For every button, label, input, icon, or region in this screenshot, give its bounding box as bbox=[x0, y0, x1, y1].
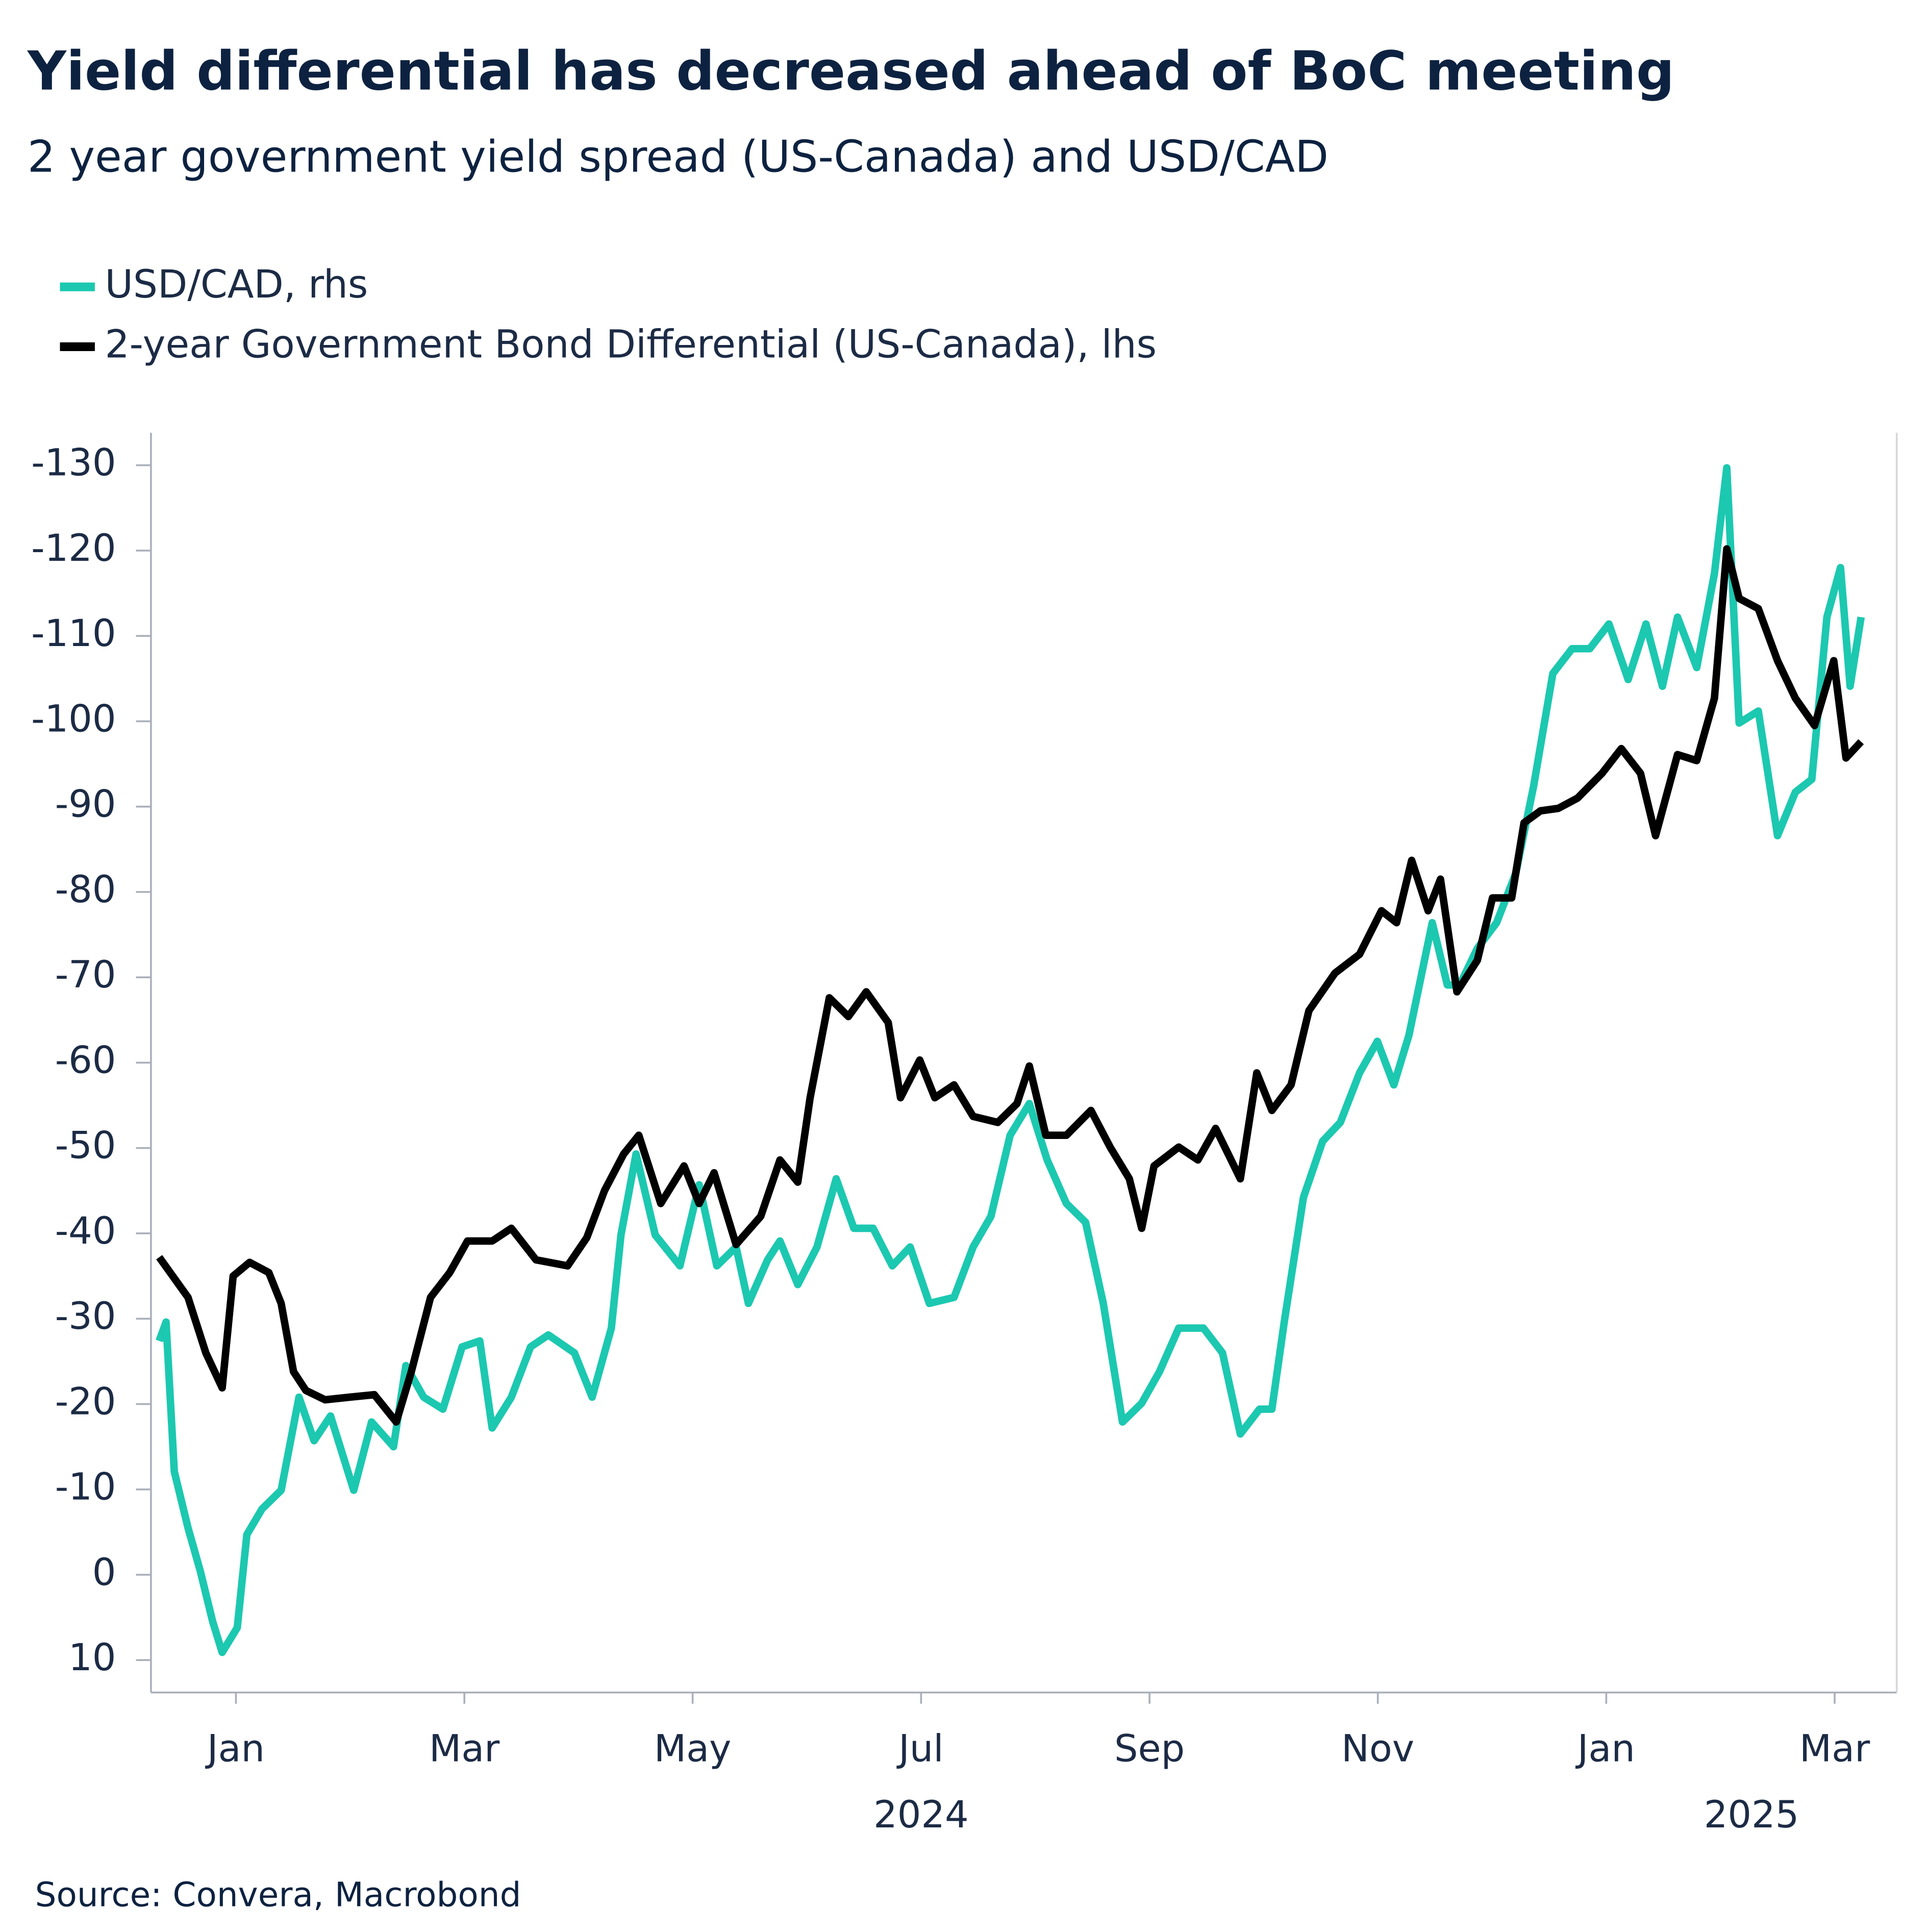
y-tick-label: 0 bbox=[92, 1551, 116, 1594]
y-tick-label: -20 bbox=[55, 1380, 116, 1423]
chart-title: Yield differential has decreased ahead o… bbox=[27, 39, 1674, 102]
y-tick-label: -110 bbox=[31, 612, 116, 655]
series-line bbox=[156, 464, 1865, 1656]
x-tick-label: May bbox=[654, 1727, 732, 1771]
x-tick-label: Nov bbox=[1341, 1727, 1414, 1771]
source-note: Source: Convera, Macrobond bbox=[35, 1875, 521, 1915]
y-tick-label: -130 bbox=[31, 441, 116, 485]
y-tick-label: -30 bbox=[55, 1295, 116, 1338]
x-tick-label: Sep bbox=[1114, 1727, 1185, 1771]
chart-subtitle: 2 year government yield spread (US-Canad… bbox=[28, 132, 1329, 182]
x-tick-label: Mar bbox=[1799, 1727, 1870, 1771]
x-tick-label: Jul bbox=[896, 1727, 943, 1771]
y-tick-label: -50 bbox=[55, 1124, 116, 1168]
y-tick-label: -60 bbox=[55, 1038, 116, 1082]
y-tick-label: -120 bbox=[31, 527, 116, 570]
legend-label: 2-year Government Bond Differential (US-… bbox=[105, 321, 1157, 366]
y-tick-label: -70 bbox=[55, 953, 116, 997]
y-tick-label: -10 bbox=[55, 1466, 116, 1509]
x-tick-label: Jan bbox=[205, 1727, 265, 1771]
x-tick-label: Jan bbox=[1575, 1727, 1635, 1771]
y-tick-label: -40 bbox=[55, 1209, 116, 1253]
y-tick-label: -90 bbox=[55, 783, 116, 826]
y-tick-label: 10 bbox=[68, 1636, 116, 1679]
x-year-label: 2024 bbox=[873, 1793, 969, 1837]
x-tick-label: Mar bbox=[429, 1727, 500, 1771]
legend-label: USD/CAD, rhs bbox=[105, 262, 368, 307]
y-tick-label: -100 bbox=[31, 697, 116, 740]
y-tick-label: -80 bbox=[55, 868, 116, 911]
x-year-label: 2025 bbox=[1704, 1793, 1799, 1837]
series-line bbox=[156, 545, 1864, 1426]
